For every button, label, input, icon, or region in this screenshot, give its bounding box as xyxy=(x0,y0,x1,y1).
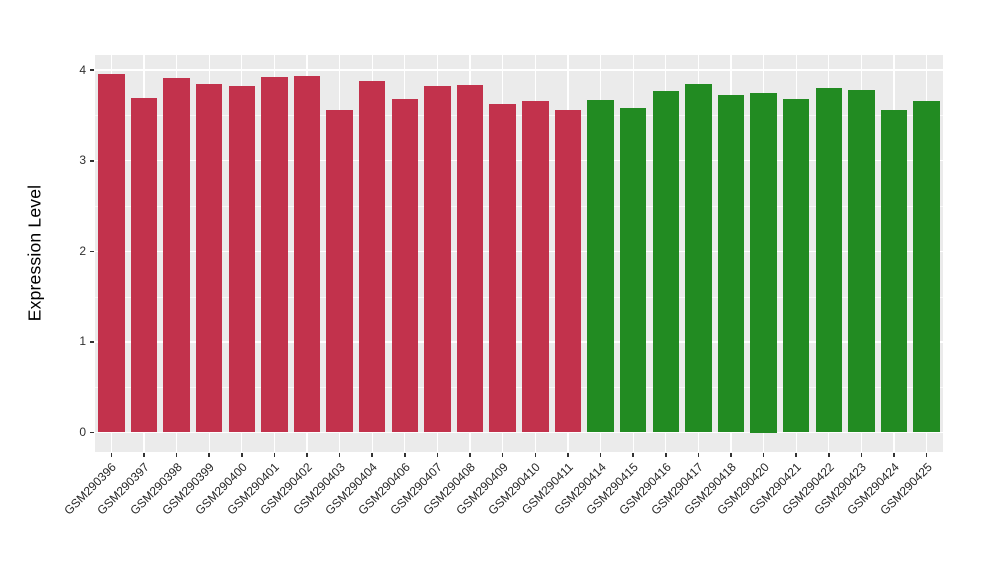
x-tick-mark xyxy=(143,453,145,457)
x-tick-mark xyxy=(436,453,439,457)
major-gridline xyxy=(95,341,943,343)
bar-GSM290399 xyxy=(195,83,223,433)
y-tick-label: 3 xyxy=(79,153,86,168)
bar-GSM290403 xyxy=(326,109,353,433)
minor-gridline xyxy=(95,115,943,117)
x-tick-mark xyxy=(534,453,537,457)
bar-GSM290416 xyxy=(652,90,680,433)
minor-gridline xyxy=(95,296,943,298)
x-tick-mark xyxy=(306,453,308,457)
x-tick-mark xyxy=(730,453,732,457)
major-gridline xyxy=(95,69,943,71)
y-tick-mark xyxy=(90,431,94,434)
x-tick-mark xyxy=(404,453,406,457)
bar-GSM290401 xyxy=(261,77,288,433)
bar-GSM290424 xyxy=(880,109,908,433)
bar-GSM290422 xyxy=(815,88,843,433)
y-tick-mark xyxy=(90,341,94,343)
bar-GSM290406 xyxy=(391,99,419,433)
y-tick-label: 2 xyxy=(79,243,86,258)
bar-GSM290404 xyxy=(358,80,386,433)
bar-GSM290408 xyxy=(456,84,484,433)
plot-panel xyxy=(95,55,943,452)
x-tick-mark xyxy=(632,453,634,457)
x-tick-mark xyxy=(567,453,569,457)
bar-GSM290402 xyxy=(293,76,321,433)
major-gridline xyxy=(95,431,943,434)
x-tick-mark xyxy=(893,453,895,457)
x-tick-mark xyxy=(208,453,210,457)
bar-GSM290421 xyxy=(782,99,810,433)
y-tick-mark xyxy=(90,69,94,71)
bar-GSM290415 xyxy=(619,108,647,433)
x-tick-mark xyxy=(925,453,928,457)
x-tick-mark xyxy=(469,453,471,457)
x-tick-mark xyxy=(175,453,178,457)
bar-GSM290409 xyxy=(489,103,516,433)
x-tick-mark xyxy=(338,453,341,457)
bar-GSM290400 xyxy=(228,86,256,433)
x-tick-mark xyxy=(241,453,243,457)
bar-GSM290425 xyxy=(913,100,940,433)
x-tick-mark xyxy=(273,453,276,457)
major-gridline xyxy=(95,250,943,252)
y-tick-label: 1 xyxy=(79,334,86,349)
bar-GSM290411 xyxy=(554,109,582,433)
bar-GSM290398 xyxy=(163,78,190,433)
x-tick-mark xyxy=(371,453,373,457)
x-tick-mark xyxy=(110,453,113,457)
x-tick-mark xyxy=(762,453,765,457)
x-tick-mark xyxy=(860,453,863,457)
y-tick-label: 4 xyxy=(79,62,86,77)
bar-GSM290417 xyxy=(685,83,712,433)
x-tick-mark xyxy=(828,453,830,457)
x-tick-mark xyxy=(501,453,504,457)
bar-GSM290418 xyxy=(717,94,745,433)
bar-GSM290410 xyxy=(522,100,549,433)
major-gridline xyxy=(95,160,943,162)
y-tick-mark xyxy=(90,160,94,162)
bar-GSM290397 xyxy=(130,98,158,433)
x-tick-mark xyxy=(599,453,602,457)
x-tick-mark xyxy=(665,453,667,457)
x-tick-mark xyxy=(697,453,700,457)
bar-GSM290423 xyxy=(848,90,875,433)
bar-GSM290414 xyxy=(587,99,614,433)
x-tick-mark xyxy=(795,453,797,457)
bar-GSM290396 xyxy=(98,73,125,433)
bar-GSM290420 xyxy=(750,92,777,433)
minor-gridline xyxy=(95,206,943,207)
y-axis-title: Expression Level xyxy=(24,184,45,322)
y-tick-mark xyxy=(90,250,94,253)
bar-GSM290407 xyxy=(424,86,451,433)
y-tick-label: 0 xyxy=(79,425,86,439)
minor-gridline xyxy=(95,387,943,388)
